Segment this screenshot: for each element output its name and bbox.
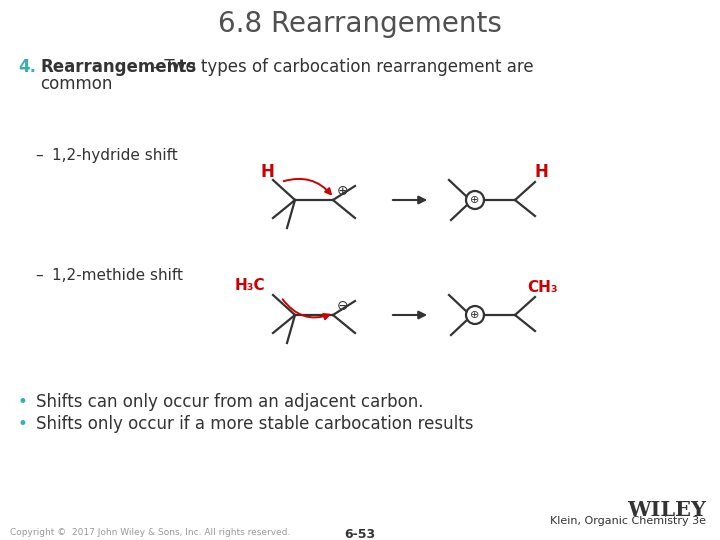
Text: ⊖: ⊖ [337, 299, 348, 313]
Text: 4.: 4. [18, 58, 36, 76]
Text: ⊕: ⊕ [337, 184, 348, 198]
Text: ⊕: ⊕ [470, 310, 480, 320]
Text: Copyright ©  2017 John Wiley & Sons, Inc. All rights reserved.: Copyright © 2017 John Wiley & Sons, Inc.… [10, 528, 290, 537]
Text: - Two types of carbocation rearrangement are: - Two types of carbocation rearrangement… [148, 58, 534, 76]
Text: WILEY: WILEY [627, 500, 706, 520]
Text: 1,2-hydride shift: 1,2-hydride shift [52, 148, 178, 163]
Text: common: common [40, 75, 112, 93]
Text: Shifts can only occur from an adjacent carbon.: Shifts can only occur from an adjacent c… [36, 393, 423, 411]
Text: –: – [35, 268, 42, 283]
Text: –: – [35, 148, 42, 163]
Text: 6-53: 6-53 [344, 528, 376, 540]
Text: H: H [534, 163, 548, 181]
Text: Klein, Organic Chemistry 3e: Klein, Organic Chemistry 3e [550, 516, 706, 526]
Text: Shifts only occur if a more stable carbocation results: Shifts only occur if a more stable carbo… [36, 415, 474, 433]
Text: •: • [18, 393, 28, 411]
Text: H₃C: H₃C [235, 278, 265, 293]
Text: CH₃: CH₃ [528, 280, 558, 294]
Text: 6.8 Rearrangements: 6.8 Rearrangements [218, 10, 502, 38]
Text: 1,2-methide shift: 1,2-methide shift [52, 268, 183, 283]
Text: H: H [260, 163, 274, 181]
Text: •: • [18, 415, 28, 433]
Text: ⊕: ⊕ [470, 195, 480, 205]
Text: Rearrangements: Rearrangements [40, 58, 197, 76]
